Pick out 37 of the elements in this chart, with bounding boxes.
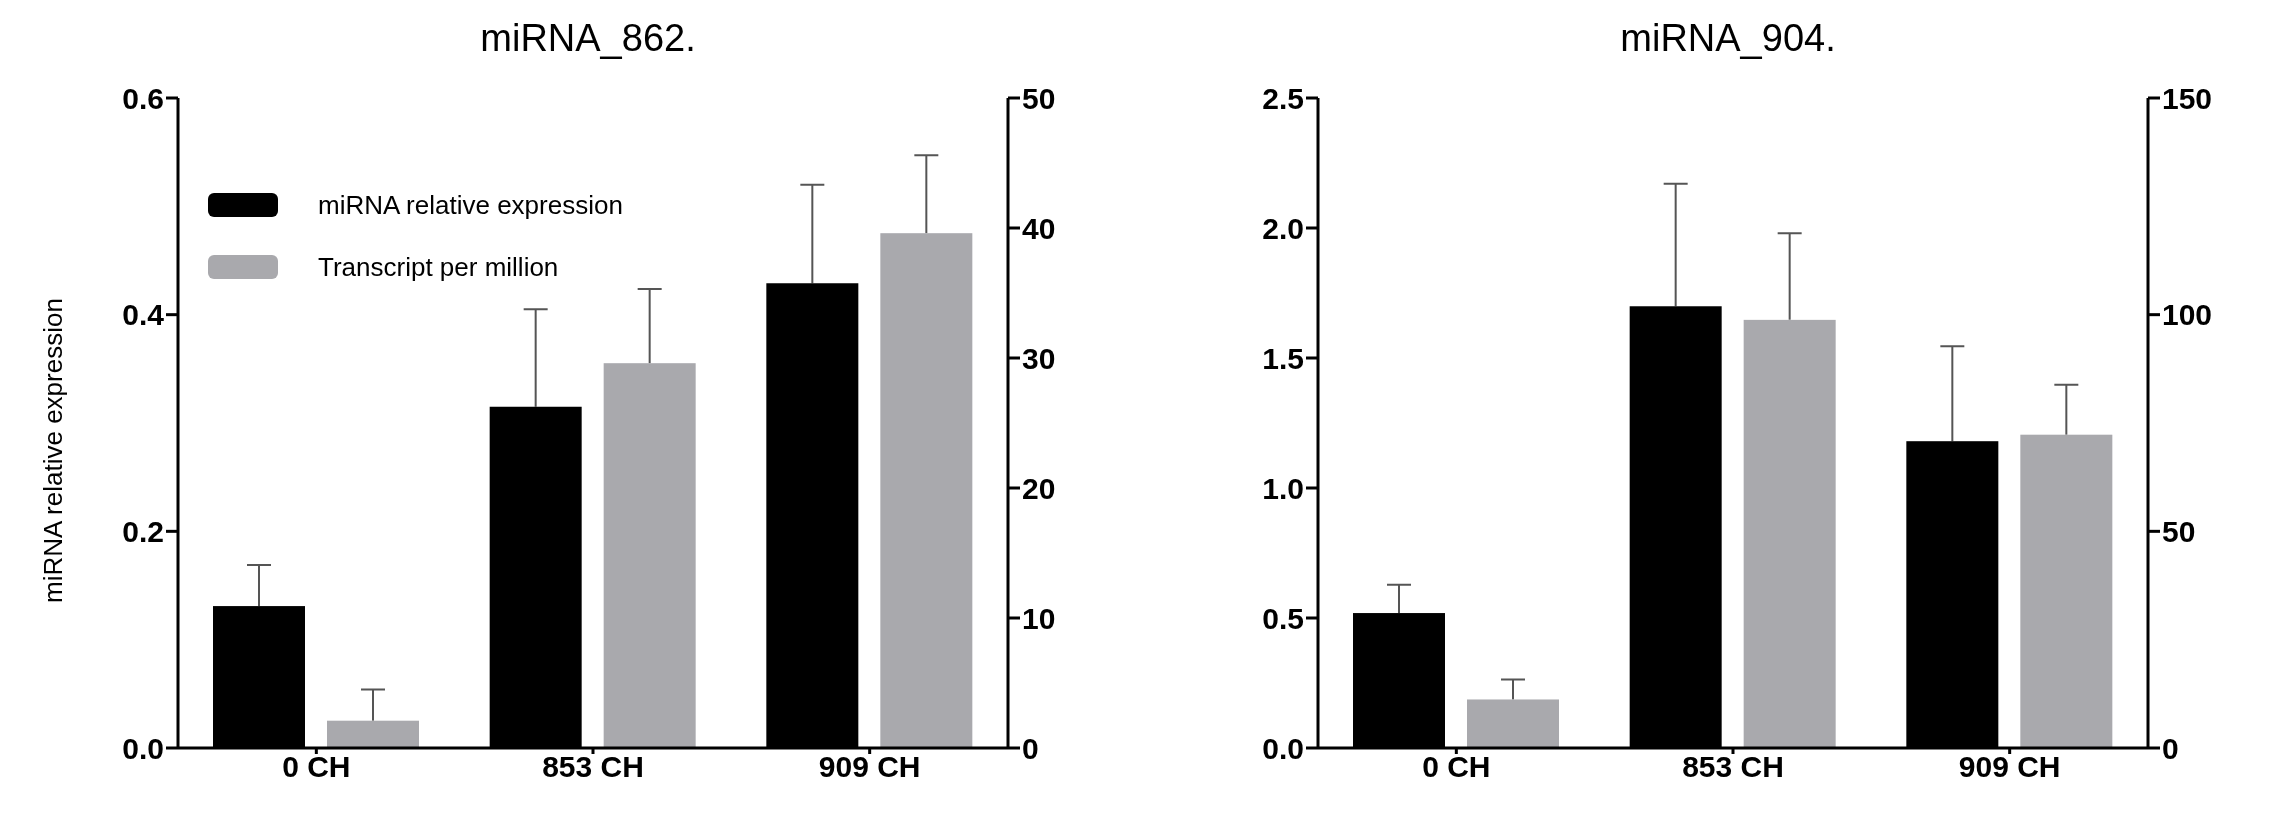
chart-title: miRNA_904. [1619,16,1837,61]
chart-title: miRNA_862. [479,16,697,61]
x-tick-label: 853 CH [542,750,644,784]
y2-tick-label: 50 [2162,514,2196,548]
bar [2020,434,2113,748]
y-tick-label: 0.4 [122,298,165,332]
y2-tick-label: 0 [1022,731,1039,765]
x-tick-label: 909 CH [818,750,921,784]
legend-label: miRNA relative expression [318,189,623,221]
y2-tick-label: 100 [2162,298,2213,332]
x-tick-label: 853 CH [1682,750,1784,784]
y-tick-label: 0.0 [122,731,164,765]
y-tick-label: 0.2 [122,514,164,548]
bar [1743,319,1836,748]
y2-tick-label: 40 [1022,211,1056,245]
y-tick-label: 2.5 [1262,81,1304,115]
bar [880,233,973,748]
y-tick-label: 0.5 [1262,601,1304,635]
y-tick-label: 2.0 [1262,211,1304,245]
y-tick-label: 0.6 [122,81,164,115]
y-tick-label: 1.5 [1262,341,1304,375]
y-tick-label: 1.0 [1262,471,1304,505]
y2-tick-label: 10 [1022,601,1056,635]
bar [1467,699,1559,748]
bar [327,720,419,748]
y2-tick-label: 30 [1022,341,1056,375]
y2-tick-label: 20 [1022,471,1056,505]
bar [603,363,696,748]
y2-tick-label: 150 [2162,81,2213,115]
x-tick-label: 909 CH [1958,750,2061,784]
x-tick-label: 0 CH [1422,750,1491,784]
y-axis-title: miRNA relative expression [38,298,69,603]
y-tick-label: 0.0 [1262,731,1304,765]
y2-tick-label: 0 [2162,731,2179,765]
x-tick-label: 0 CH [282,750,351,784]
legend-label: Transcript per million [318,251,559,283]
y2-tick-label: 50 [1022,81,1056,115]
